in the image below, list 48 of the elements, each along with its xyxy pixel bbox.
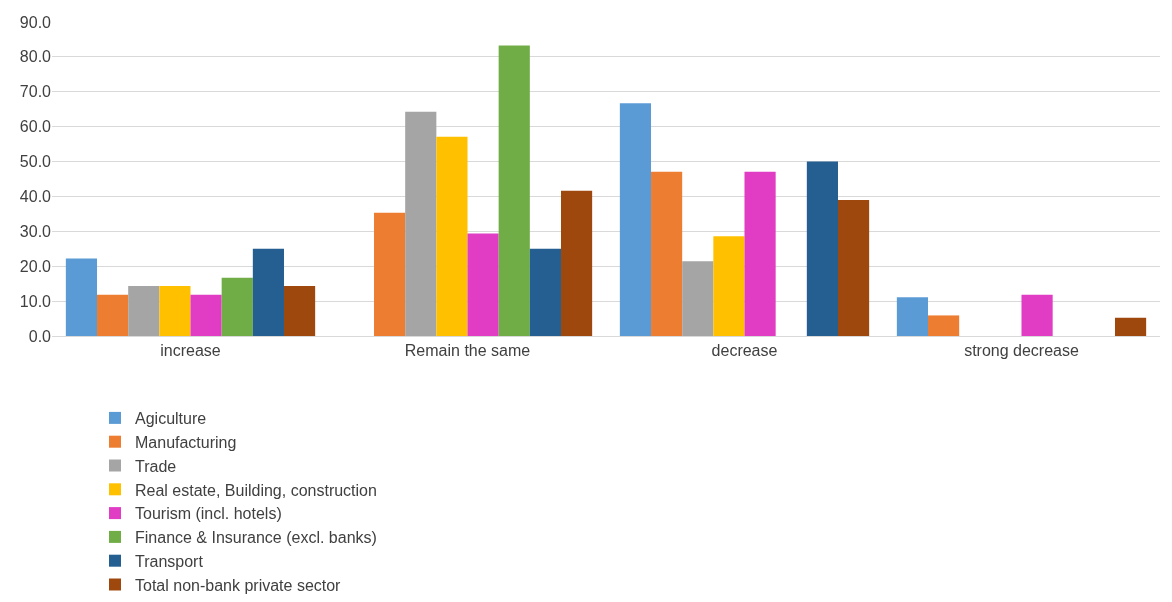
bar (529, 248, 561, 336)
y-tick-label: 90.0 (19, 13, 52, 31)
bar (896, 297, 929, 336)
legend-label: Transport (135, 552, 204, 570)
y-tick-label: 70.0 (19, 83, 52, 101)
y-tick-label: 30.0 (19, 222, 52, 240)
x-tick-label: decrease (711, 342, 778, 360)
bar (498, 45, 530, 336)
bar (682, 261, 714, 336)
bar (837, 199, 870, 336)
y-tick-label: 20.0 (19, 257, 52, 275)
bar (159, 286, 191, 336)
legend-label: Real estate, Building, construction (135, 481, 377, 499)
bar (252, 248, 284, 336)
bar (97, 294, 129, 336)
legend-label: Tourism (incl. hotels) (135, 505, 282, 523)
x-tick-label: Remain the same (404, 342, 531, 360)
y-tick-label: 50.0 (19, 153, 52, 171)
bar (128, 286, 160, 336)
bar (1114, 317, 1147, 336)
bar (65, 258, 98, 336)
bar (405, 111, 437, 336)
legend-label: Total non-bank private sector (135, 576, 342, 594)
bar (374, 212, 406, 336)
y-tick-label: 80.0 (19, 48, 52, 66)
bar (651, 171, 683, 336)
legend-label: Manufacturing (135, 433, 237, 451)
bar (436, 136, 468, 336)
bar (467, 233, 499, 336)
legend-label: Trade (135, 457, 177, 475)
y-tick-label: 40.0 (19, 188, 52, 206)
bar (560, 190, 593, 336)
bar (806, 161, 838, 336)
y-tick-label: 10.0 (19, 292, 52, 310)
legend-label: Finance & Insurance (excl. banks) (135, 529, 377, 547)
x-tick-label: strong decrease (964, 342, 1079, 360)
y-tick-label: 0.0 (28, 327, 52, 345)
bar (928, 315, 960, 336)
bar (619, 103, 652, 336)
bar (1021, 294, 1053, 336)
legend-label: Agiculture (135, 410, 207, 428)
bar (190, 294, 222, 336)
y-tick-label: 60.0 (19, 118, 52, 136)
x-tick-label: increase (160, 342, 221, 360)
bar (221, 277, 253, 336)
bar (744, 171, 776, 336)
bar (283, 286, 316, 336)
bar (713, 236, 745, 336)
